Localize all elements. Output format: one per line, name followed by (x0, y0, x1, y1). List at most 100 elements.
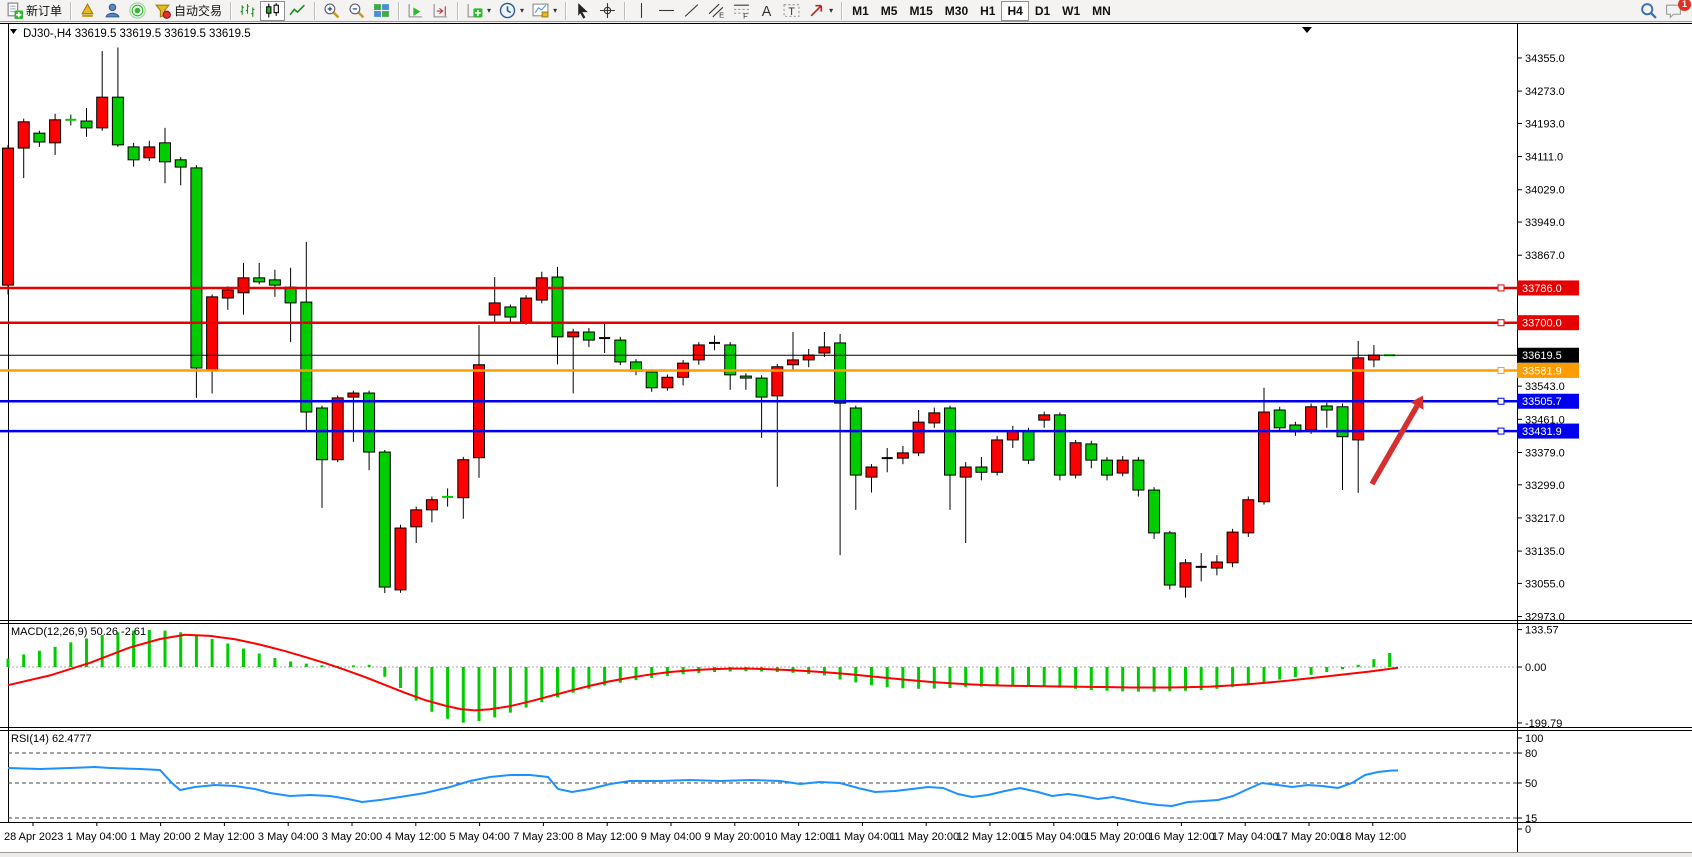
svg-text:E: E (719, 10, 724, 19)
timeframe-tf-W1-button[interactable]: W1 (1056, 1, 1086, 21)
templates-caret-icon: ▾ (553, 6, 558, 15)
autotrading-label: 自动交易 (174, 4, 223, 18)
price-tick-label: 33949.0 (1525, 217, 1565, 229)
tf-M5-label: M5 (880, 3, 898, 18)
tf-H4-label: H4 (1007, 3, 1023, 18)
indicators-button[interactable]: ▾ (462, 1, 495, 21)
chart-shift-marker-icon (1302, 27, 1312, 33)
zoom-out-button[interactable] (344, 1, 369, 21)
fibonacci-button[interactable]: F (729, 1, 754, 21)
timeframe-tf-M5-button[interactable]: M5 (875, 1, 904, 21)
autotrading-button[interactable]: 自动交易 (150, 1, 226, 21)
templates-button[interactable]: ▾ (528, 1, 561, 21)
price-tick-label: 33543.0 (1525, 381, 1565, 393)
candle-bearish (849, 407, 862, 476)
candle-bullish (1116, 459, 1129, 474)
time-tick-label: 11 May 20:00 (893, 831, 959, 843)
profile-button[interactable] (100, 1, 125, 21)
macd-signal-line (7, 633, 1399, 712)
timeframe-tf-M15-button[interactable]: M15 (903, 1, 938, 21)
toolbar: 新订单 自动交易 ▾ ▾ ▾ E F A T ▾ M1 M5 M15 M30 H1 H4 D1 W1 MN 1 (0, 0, 1692, 22)
timeframe-tf-MN-button[interactable]: MN (1086, 1, 1117, 21)
timeframe-tf-H4-button[interactable]: H4 (1001, 0, 1029, 21)
new-order-button[interactable]: 新订单 (2, 1, 66, 21)
candle-bearish (755, 377, 768, 398)
label-button[interactable]: T (779, 1, 804, 21)
rsi-tick-label: 50 (1525, 778, 1537, 790)
arrows-button[interactable]: ▾ (804, 1, 837, 21)
trendline-button[interactable] (679, 1, 704, 21)
timeframe-tf-M1-button[interactable]: M1 (846, 1, 875, 21)
hline-endpoint-marker (1497, 366, 1505, 374)
search-button[interactable] (1636, 1, 1661, 21)
tile-windows-button[interactable] (369, 1, 394, 21)
tf-D1-label: D1 (1034, 3, 1051, 18)
price-tick-label: 34029.0 (1525, 185, 1565, 197)
periods-caret-icon: ▾ (520, 6, 525, 15)
line-chart-button[interactable] (285, 1, 310, 21)
timeframe-tf-D1-button[interactable]: D1 (1029, 1, 1056, 21)
candle-bullish (912, 421, 925, 454)
price-tick-label: 33055.0 (1525, 578, 1565, 590)
cursor-button[interactable] (570, 1, 595, 21)
time-axis[interactable]: 28 Apr 2023 1 May 04:00 1 May 20:00 2 May 1… (4, 822, 1406, 843)
candle-bullish (1352, 357, 1365, 441)
candle-bearish (174, 159, 187, 168)
tf-MN-label: MN (1092, 3, 1111, 18)
toolbar-separator (398, 1, 400, 20)
tf-M15-label: M15 (909, 3, 933, 18)
candle-chart-button[interactable] (260, 0, 286, 21)
price-tick-label: 33867.0 (1525, 250, 1565, 262)
candle-bullish (818, 346, 831, 354)
time-tick-label: 2 May 12:00 (194, 831, 255, 843)
macd-tick-label: -199.79 (1525, 718, 1562, 730)
candle-bearish (284, 286, 297, 304)
crosshair-button[interactable] (595, 1, 620, 21)
arrows-caret-icon: ▾ (829, 6, 834, 15)
toolbar-separator (841, 1, 843, 20)
horizontal-object-lines[interactable] (0, 284, 1517, 435)
candle-bearish (504, 306, 517, 318)
candle-bearish (551, 276, 564, 338)
price-tick-label: 33217.0 (1525, 513, 1565, 525)
arrow-annotation[interactable] (1369, 395, 1424, 486)
text-button[interactable]: A (754, 1, 779, 21)
chart-shift-button[interactable] (428, 1, 453, 21)
zoom-in-button[interactable] (319, 1, 344, 21)
candle-bearish (1273, 409, 1286, 429)
templates-icon (532, 2, 549, 19)
price-tick-label: 33379.0 (1525, 447, 1565, 459)
hline-button[interactable] (654, 1, 679, 21)
candle-bullish (425, 499, 438, 511)
timeframe-tf-M30-button[interactable]: M30 (939, 1, 974, 21)
time-tick-label: 15 May 20:00 (1084, 831, 1151, 843)
new-chart-button[interactable] (75, 1, 100, 21)
candle-bullish (331, 397, 344, 461)
bar-chart-button[interactable] (235, 1, 260, 21)
candle-bullish (1210, 561, 1223, 569)
notification-badge: 1 (1678, 0, 1691, 11)
svg-text:F: F (743, 11, 748, 19)
candle-bearish (1148, 489, 1161, 534)
channel-button[interactable]: E (704, 1, 729, 21)
chat-button[interactable]: 1 (1661, 0, 1691, 21)
toolbar-right-group: 1 (1636, 0, 1691, 21)
price-label-box (1517, 280, 1579, 296)
timeframe-tf-H1-button[interactable]: H1 (974, 1, 1001, 21)
zoom-out-icon (348, 2, 365, 19)
candle-bearish (111, 96, 124, 146)
signals-button[interactable] (125, 1, 150, 21)
auto-scroll-button[interactable] (403, 1, 428, 21)
vline-button[interactable] (629, 1, 654, 21)
price-axis[interactable]: 33786.0 33700.0 33619.5 33581.9 33505.7 33431… (1517, 53, 1579, 836)
candle-bearish (975, 466, 988, 473)
price-label: 33700.0 (1522, 318, 1562, 330)
candle-bullish (991, 439, 1004, 473)
candle-bearish (724, 344, 737, 376)
periods-button[interactable]: ▾ (495, 1, 528, 21)
tile-windows-icon (373, 2, 390, 19)
candle-bullish (488, 302, 501, 316)
macd-indicator-label: MACD(12,26,9) 50.26 -2.61 (11, 626, 146, 638)
candle-bearish (159, 142, 171, 163)
